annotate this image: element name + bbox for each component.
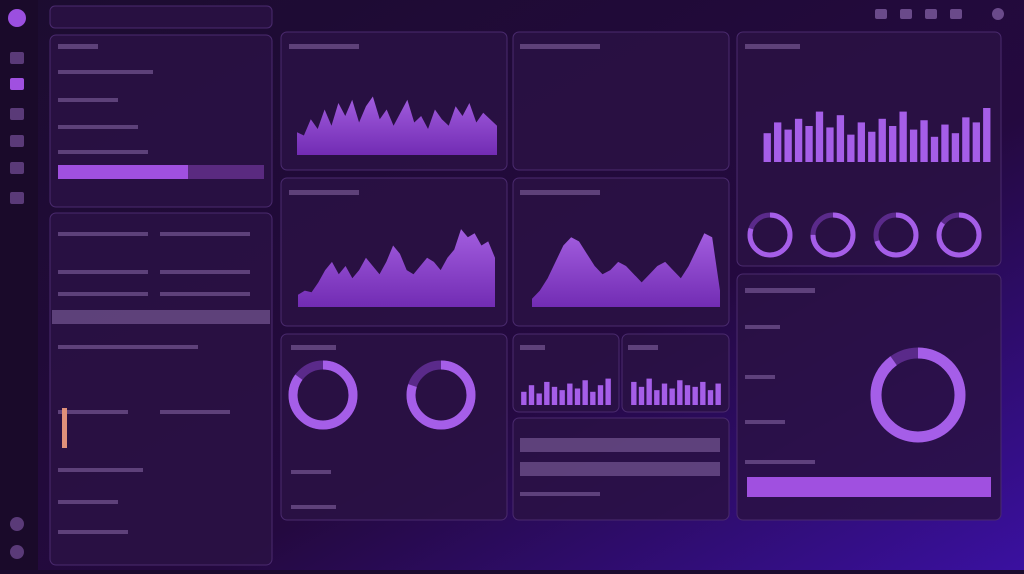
bar: [868, 131, 876, 162]
bar: [700, 381, 706, 405]
bar: [951, 133, 960, 162]
sidebar: [0, 0, 38, 570]
bar: [763, 133, 771, 162]
bar: [559, 390, 565, 405]
placeholder-text: [52, 44, 815, 534]
bar: [920, 120, 928, 162]
bar: [684, 385, 691, 405]
bar: [715, 383, 721, 405]
bar: [521, 391, 527, 405]
bar: [597, 385, 604, 405]
bar: [889, 126, 897, 162]
ring-value: [870, 347, 966, 443]
bar: [983, 108, 991, 162]
logo[interactable]: [8, 9, 26, 27]
bar: [669, 388, 675, 405]
bar: [836, 115, 845, 162]
ring-value: [810, 212, 856, 258]
bar: [826, 127, 834, 162]
nav-icons[interactable]: [10, 52, 24, 559]
bar: [815, 111, 824, 162]
bar: [794, 118, 803, 162]
bar: [857, 122, 865, 162]
bar: [551, 386, 558, 405]
bar: [582, 380, 588, 405]
bar: [899, 111, 907, 162]
bar: [909, 129, 918, 162]
bar: [567, 383, 573, 405]
bar: [544, 381, 550, 405]
bar: [774, 122, 782, 162]
bar: [930, 136, 939, 162]
highlight-bar: [747, 477, 991, 497]
ring-value: [873, 212, 919, 258]
bar: [638, 386, 645, 405]
toolbar-icons[interactable]: [875, 8, 1004, 20]
progress-fill: [58, 165, 188, 179]
bar: [878, 118, 886, 162]
bar: [631, 381, 637, 405]
bar: [847, 134, 855, 162]
bar: [805, 126, 813, 162]
bar: [661, 383, 668, 405]
bar: [677, 380, 683, 405]
bar: [784, 129, 792, 162]
bar: [605, 378, 611, 405]
bar: [707, 390, 714, 405]
bar: [692, 386, 698, 405]
ring-value: [406, 360, 476, 430]
bar: [941, 124, 949, 162]
bar: [590, 391, 596, 405]
bar: [962, 117, 970, 162]
bar: [528, 385, 535, 405]
bar: [654, 390, 660, 405]
bar: [536, 393, 542, 405]
ring-value: [936, 212, 982, 258]
bar: [972, 122, 980, 162]
bar: [574, 388, 581, 405]
ring-value: [747, 212, 793, 258]
bar: [646, 378, 652, 405]
ring-value: [288, 360, 358, 430]
area: [297, 96, 497, 155]
area: [532, 233, 720, 307]
search-bar[interactable]: [49, 5, 273, 29]
accent-bar: [62, 408, 67, 448]
area: [298, 229, 495, 307]
